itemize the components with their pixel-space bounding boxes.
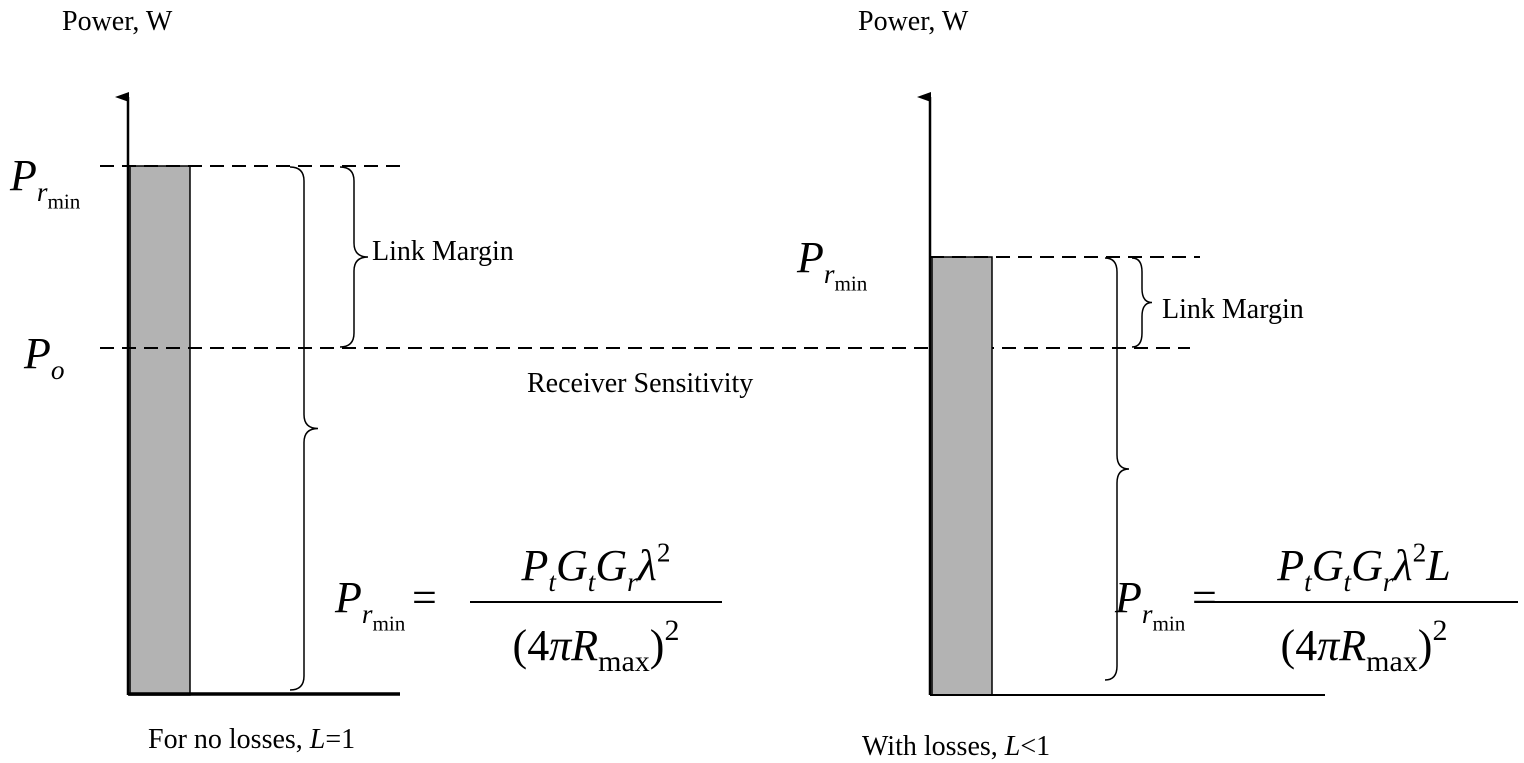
math: (4πRmax)2 — [513, 614, 680, 678]
math-part: t — [1304, 567, 1313, 597]
math-part: G — [1351, 541, 1383, 590]
math-part: L — [1425, 541, 1450, 590]
math-part: G — [556, 541, 588, 590]
equals: = — [1192, 573, 1217, 622]
math-part: 2 — [657, 538, 671, 568]
math-part: G — [1312, 541, 1344, 590]
left-bar — [129, 165, 191, 696]
math-part: π — [1317, 621, 1341, 670]
math: (4πRmax)2 — [1281, 614, 1448, 678]
math-part: λ — [1392, 541, 1413, 590]
math-part: <1 — [1020, 731, 1050, 762]
math-part: r — [824, 259, 835, 289]
math-part: L — [309, 724, 326, 755]
math-part: G — [595, 541, 627, 590]
math-part: (4 — [513, 621, 550, 670]
math-part: ) — [650, 621, 665, 670]
math-part: 2 — [1432, 614, 1447, 647]
math-part: =1 — [325, 724, 355, 755]
math-part: min — [1153, 611, 1186, 635]
math-part: min — [48, 189, 81, 213]
math-part: (4 — [1281, 621, 1318, 670]
equals: = — [412, 573, 437, 622]
math-part: P — [334, 573, 362, 622]
link-margin-brace — [339, 166, 369, 348]
math: With losses, L<1 — [862, 731, 1050, 762]
math-part: P — [1276, 541, 1304, 590]
math: Prmin — [796, 233, 868, 295]
math: PtGtGrλ2L — [1276, 538, 1450, 597]
margin-label: Link Margin — [1162, 294, 1304, 325]
axis-label: Power, W — [858, 6, 969, 37]
math-part: min — [373, 611, 406, 635]
math-part: R — [1338, 621, 1366, 670]
math-part: r — [37, 177, 48, 207]
math-part: r — [362, 599, 373, 629]
math-part: With losses, — [862, 731, 1005, 762]
math-part: For no losses, — [148, 724, 310, 755]
math-part: P — [1114, 573, 1142, 622]
math-part: P — [23, 329, 51, 378]
link-margin-brace — [1131, 257, 1153, 348]
math-part: r — [1383, 567, 1394, 597]
math-part: r — [627, 567, 638, 597]
math-part: t — [1344, 567, 1353, 597]
right-bar — [931, 256, 993, 696]
math: Prmin — [9, 151, 81, 213]
sensitivity-label: Receiver Sensitivity — [527, 368, 753, 399]
math: Prmin — [1114, 573, 1186, 635]
total-brace — [1104, 257, 1130, 681]
math-part: λ — [636, 541, 657, 590]
math-part: ) — [1418, 621, 1433, 670]
math: PtGtGrλ2 — [521, 538, 671, 597]
math-part: L — [1004, 731, 1021, 762]
math-part: P — [9, 151, 37, 200]
total-brace — [289, 166, 319, 691]
math-part: max — [1366, 645, 1418, 678]
math-part: 2 — [664, 614, 679, 647]
math: Prmin — [334, 573, 406, 635]
math: For no losses, L=1 — [148, 724, 355, 755]
math: Po — [23, 329, 65, 385]
margin-label: Link Margin — [372, 236, 514, 267]
math-part: 2 — [1413, 538, 1427, 568]
math-part: r — [1142, 599, 1153, 629]
math-part: P — [796, 233, 824, 282]
math-part: t — [548, 567, 557, 597]
math-part: R — [570, 621, 598, 670]
math-part: o — [51, 355, 65, 385]
math-part: t — [588, 567, 597, 597]
math-part: min — [835, 271, 868, 295]
math-part: P — [521, 541, 549, 590]
math-part: π — [549, 621, 573, 670]
axis-label: Power, W — [62, 6, 173, 37]
math-part: max — [598, 645, 650, 678]
